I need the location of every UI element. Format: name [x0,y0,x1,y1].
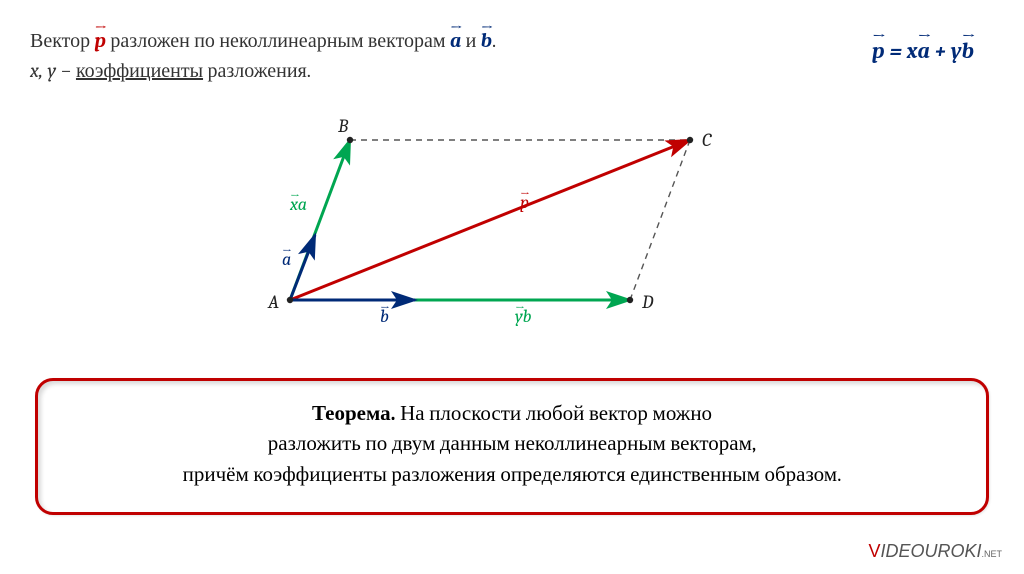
t2-rest: разложения. [203,59,311,82]
f-y: y [951,38,962,64]
svg-text:C: C [702,129,712,151]
intro-text: Вектор p разложен по неколлинеарным вект… [30,26,496,86]
t2-xy: x, y [30,59,56,82]
f-eq: = [885,38,907,64]
decomposition-formula: p = xa + yb [872,38,974,64]
vec-a-inline: a [450,26,461,56]
f-a: a [917,38,929,64]
svg-text:→yb: →yb [515,302,532,327]
theorem-l2: разложить по двум данным неколлинеарным … [268,432,756,456]
t2-dash: − [56,59,76,82]
svg-text:→p: →p [520,188,530,213]
theorem-l1: На плоскости любой вектор можно [395,402,712,426]
f-plus: + [930,38,951,64]
svg-text:→b: →b [380,302,390,327]
t1-and: и [461,29,481,52]
f-p: p [872,38,885,64]
t2-u: коэффициенты [76,59,203,82]
vec-p-inline: p [95,26,106,56]
theorem-box: Теорема. На плоскости любой вектор можно… [35,378,989,515]
svg-text:→xa: →xa [289,190,307,215]
wm-rest: IDEOUROKI [880,541,981,561]
t1-mid: разложен по неколлинеарным векторам [106,29,450,52]
f-x: x [907,38,918,64]
vector-diagram: A B C D →xa →a →b →yb →p [230,110,790,340]
wm-net: .NET [981,549,1002,559]
svg-text:A: A [267,291,279,313]
watermark: VIDEOUROKI.NET [868,541,1002,562]
theorem-label: Теорема. [312,402,396,426]
theorem-l3: причём коэффициенты разложения определяю… [183,463,842,487]
svg-text:→a: →a [282,245,292,270]
intro-line-1: Вектор p разложен по неколлинеарным вект… [30,26,496,56]
vec-b-inline: b [481,26,492,56]
t1-pre: Вектор [30,29,95,52]
wm-v: V [868,541,880,561]
diagram-svg: A B C D →xa →a →b →yb →p [230,110,790,340]
intro-line-2: x, y − коэффициенты разложения. [30,56,496,86]
f-b: b [962,38,974,64]
svg-text:B: B [337,115,349,137]
svg-text:D: D [641,291,654,313]
